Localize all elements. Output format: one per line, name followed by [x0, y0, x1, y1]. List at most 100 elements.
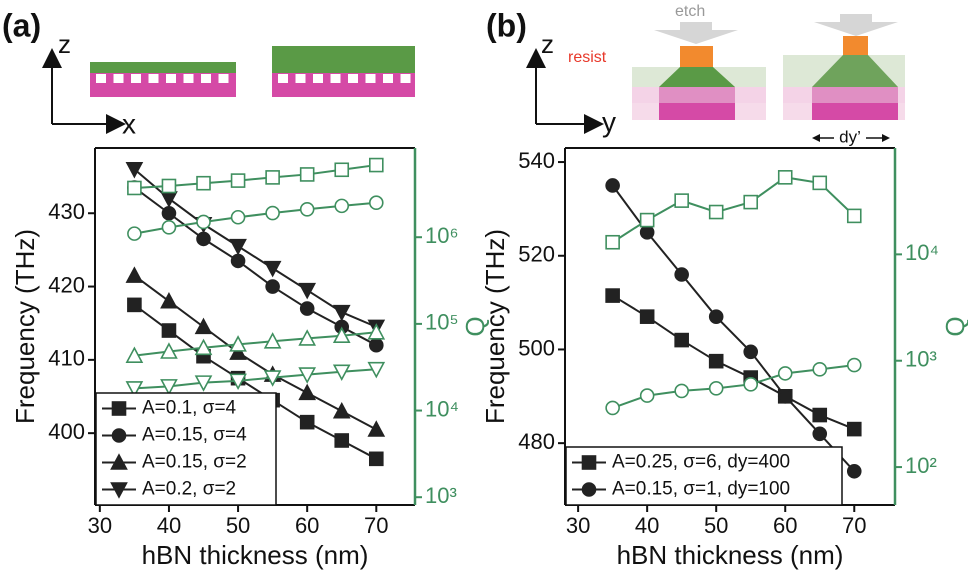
y-tick-label: 500: [518, 335, 555, 360]
data-point: [263, 260, 282, 278]
data-point: [812, 362, 828, 377]
dim-arrowheads: [812, 134, 890, 142]
data-point: [846, 421, 862, 437]
data-point: [708, 381, 724, 396]
x-tick-label: 40: [635, 513, 659, 538]
data-point: [674, 332, 689, 348]
data-point: [332, 364, 351, 381]
data-point: [368, 337, 384, 353]
legend-label: A=0.15, σ=1, dy=100: [612, 479, 790, 500]
schematic-etch-1: [632, 22, 766, 120]
y-tick-label: 480: [518, 429, 555, 454]
data-point: [367, 323, 386, 340]
data-point: [743, 344, 759, 360]
x-tick-label: 30: [566, 513, 590, 538]
data-point: [674, 193, 689, 208]
schematic-label: dy’: [839, 127, 861, 146]
data-point: [263, 370, 282, 387]
schematic-label: z: [58, 29, 71, 59]
data-point: [127, 297, 142, 313]
y2-tick-label: 10⁶: [425, 223, 459, 248]
y2-axis-label: Q: [940, 316, 968, 336]
data-point: [368, 451, 384, 467]
legend-label: A=0.1, σ=4: [142, 398, 237, 419]
schematic-thick: [272, 46, 415, 97]
data-point: [298, 367, 317, 384]
data-point: [125, 161, 144, 179]
data-point: [161, 220, 177, 235]
hole: [295, 74, 306, 83]
y-tick-label: 520: [518, 242, 555, 267]
y-tick-label: 410: [48, 346, 85, 371]
hole: [313, 74, 323, 83]
x-tick-label: 30: [88, 513, 112, 538]
hole: [201, 74, 211, 83]
data-point: [229, 335, 247, 352]
legend-label: A=0.2, σ=2: [142, 479, 236, 500]
x-tick-label: 60: [773, 513, 797, 538]
data-point: [265, 205, 280, 221]
data-point: [708, 353, 724, 369]
data-point: [160, 292, 178, 309]
data-point: [332, 401, 351, 419]
data-point: [708, 204, 724, 220]
legend-label: A=0.25, σ=6, dy=400: [612, 452, 790, 473]
data-point: [708, 309, 724, 324]
y2-axis-label: Q: [460, 316, 490, 336]
data-point: [846, 463, 862, 479]
data-point: [334, 433, 350, 448]
y2-tick-label: 10³: [905, 347, 937, 372]
hole: [330, 74, 341, 83]
data-point: [605, 234, 620, 250]
data-point: [230, 173, 246, 188]
y-tick-label: 400: [48, 419, 85, 444]
data-point: [298, 282, 317, 300]
data-point: [125, 346, 144, 363]
data-point: [160, 191, 178, 208]
data-point: [334, 198, 350, 214]
data-point: [674, 267, 689, 282]
data-point: [194, 338, 213, 356]
legend-marker: [110, 453, 128, 470]
data-point: [605, 400, 620, 416]
legend-label: A=0.15, σ=2: [142, 452, 247, 473]
data-point: [125, 381, 144, 398]
data-point: [674, 383, 689, 399]
holes: [96, 74, 411, 83]
series-line: [611, 184, 856, 472]
x-tick-label: 70: [842, 513, 866, 538]
data-point: [639, 212, 655, 228]
data-point: [160, 342, 178, 359]
data-point: [777, 366, 793, 381]
data-point: [332, 304, 351, 322]
data-point: [299, 414, 315, 430]
data-point: [368, 157, 384, 173]
data-point: [367, 361, 386, 379]
data-point: [812, 175, 828, 191]
data-point: [846, 208, 862, 224]
schematic-label: resist: [568, 49, 607, 66]
x-axis-label: hBN thickness (nm): [617, 540, 844, 570]
hole: [113, 74, 124, 83]
hole: [400, 74, 411, 83]
data-point: [160, 379, 178, 396]
data-point: [367, 420, 386, 437]
data-point: [639, 309, 655, 324]
data-point: [605, 178, 620, 193]
data-point: [161, 205, 177, 221]
data-point: [298, 329, 317, 346]
data-point: [125, 266, 144, 283]
panel-label: (b): [486, 7, 527, 43]
data-point: [196, 231, 211, 247]
data-point: [334, 162, 350, 178]
data-point: [298, 383, 317, 401]
legend-marker: [110, 482, 128, 499]
data-point: [196, 214, 211, 230]
schematic-label: y: [602, 106, 616, 137]
x-tick-label: 60: [295, 513, 319, 538]
legend-label: A=0.15, σ=4: [142, 425, 247, 446]
series-line: [134, 368, 377, 390]
hole: [96, 74, 106, 83]
